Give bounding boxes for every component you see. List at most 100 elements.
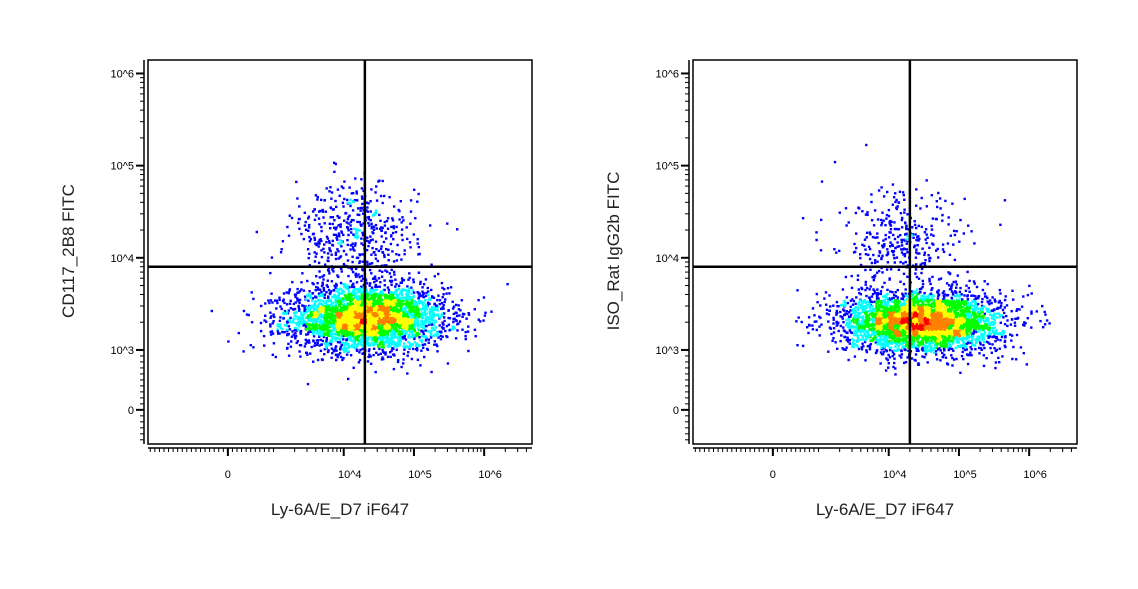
data-point bbox=[390, 311, 392, 313]
data-point bbox=[319, 276, 321, 278]
data-point bbox=[406, 226, 408, 228]
data-points bbox=[795, 144, 1051, 376]
data-point bbox=[298, 316, 300, 318]
data-point bbox=[437, 273, 439, 275]
data-point bbox=[369, 326, 371, 328]
y-tick-label: 10^4 bbox=[110, 253, 134, 265]
data-point bbox=[355, 313, 357, 315]
data-point bbox=[304, 296, 306, 298]
data-point bbox=[387, 249, 389, 251]
data-point bbox=[348, 329, 350, 331]
data-point bbox=[211, 310, 213, 312]
data-point bbox=[387, 331, 389, 333]
data-point bbox=[339, 316, 341, 318]
data-point bbox=[393, 309, 395, 311]
data-point bbox=[352, 335, 354, 337]
data-point bbox=[409, 306, 411, 308]
data-point bbox=[401, 277, 403, 279]
data-point bbox=[807, 332, 809, 334]
data-point bbox=[348, 186, 350, 188]
data-point bbox=[282, 240, 284, 242]
data-point bbox=[424, 308, 426, 310]
data-point bbox=[320, 331, 322, 333]
data-point bbox=[392, 330, 394, 332]
data-point bbox=[418, 316, 420, 318]
data-point bbox=[341, 241, 343, 243]
data-point bbox=[325, 346, 327, 348]
data-point bbox=[361, 203, 363, 205]
data-point bbox=[366, 261, 368, 263]
data-point bbox=[337, 242, 339, 244]
data-point bbox=[395, 226, 397, 228]
data-point bbox=[372, 239, 374, 241]
data-point bbox=[330, 207, 332, 209]
data-point bbox=[319, 314, 321, 316]
data-point bbox=[417, 292, 419, 294]
data-point bbox=[452, 301, 454, 303]
data-point bbox=[351, 332, 353, 334]
data-point bbox=[417, 344, 419, 346]
data-point bbox=[367, 245, 369, 247]
data-point bbox=[352, 234, 354, 236]
data-point bbox=[300, 233, 302, 235]
data-point bbox=[387, 217, 389, 219]
data-point bbox=[384, 295, 386, 297]
data-point bbox=[379, 342, 381, 344]
data-point bbox=[346, 319, 348, 321]
data-point bbox=[413, 303, 415, 305]
data-point bbox=[421, 313, 423, 315]
data-point bbox=[965, 290, 967, 292]
data-point bbox=[300, 311, 302, 313]
data-point bbox=[317, 196, 319, 198]
data-point bbox=[425, 317, 427, 319]
data-point bbox=[294, 296, 296, 298]
data-point bbox=[342, 234, 344, 236]
data-point bbox=[326, 236, 328, 238]
data-point bbox=[304, 307, 306, 309]
data-point bbox=[342, 338, 344, 340]
data-point bbox=[359, 221, 361, 223]
data-point bbox=[402, 358, 404, 360]
data-point bbox=[318, 262, 320, 264]
data-point bbox=[410, 336, 412, 338]
data-point bbox=[328, 272, 330, 274]
data-point bbox=[288, 235, 290, 237]
data-point bbox=[355, 268, 357, 270]
data-point bbox=[327, 280, 329, 282]
data-point bbox=[272, 322, 274, 324]
data-point bbox=[334, 328, 336, 330]
data-point bbox=[400, 292, 402, 294]
data-point bbox=[346, 239, 348, 241]
data-point bbox=[385, 337, 387, 339]
data-point bbox=[358, 298, 360, 300]
data-point bbox=[394, 334, 396, 336]
data-point bbox=[442, 307, 444, 309]
data-point bbox=[416, 332, 418, 334]
data-point bbox=[279, 323, 281, 325]
data-point bbox=[271, 256, 273, 258]
data-point bbox=[270, 315, 272, 317]
data-point bbox=[335, 350, 337, 352]
data-point bbox=[330, 304, 332, 306]
data-point bbox=[311, 313, 313, 315]
data-point bbox=[377, 298, 379, 300]
data-point bbox=[380, 312, 382, 314]
data-point bbox=[347, 350, 349, 352]
data-point bbox=[368, 216, 370, 218]
data-point bbox=[367, 222, 369, 224]
data-point bbox=[380, 298, 382, 300]
data-point bbox=[973, 280, 975, 282]
data-point bbox=[342, 320, 344, 322]
data-point bbox=[374, 289, 376, 291]
data-point bbox=[349, 293, 351, 295]
data-point bbox=[393, 271, 395, 273]
data-point bbox=[425, 339, 427, 341]
data-point bbox=[434, 340, 436, 342]
data-point bbox=[383, 279, 385, 281]
data-point bbox=[289, 328, 291, 330]
data-point bbox=[417, 242, 419, 244]
data-point bbox=[369, 334, 371, 336]
data-point bbox=[295, 315, 297, 317]
data-point bbox=[272, 354, 274, 356]
data-point bbox=[315, 289, 317, 291]
